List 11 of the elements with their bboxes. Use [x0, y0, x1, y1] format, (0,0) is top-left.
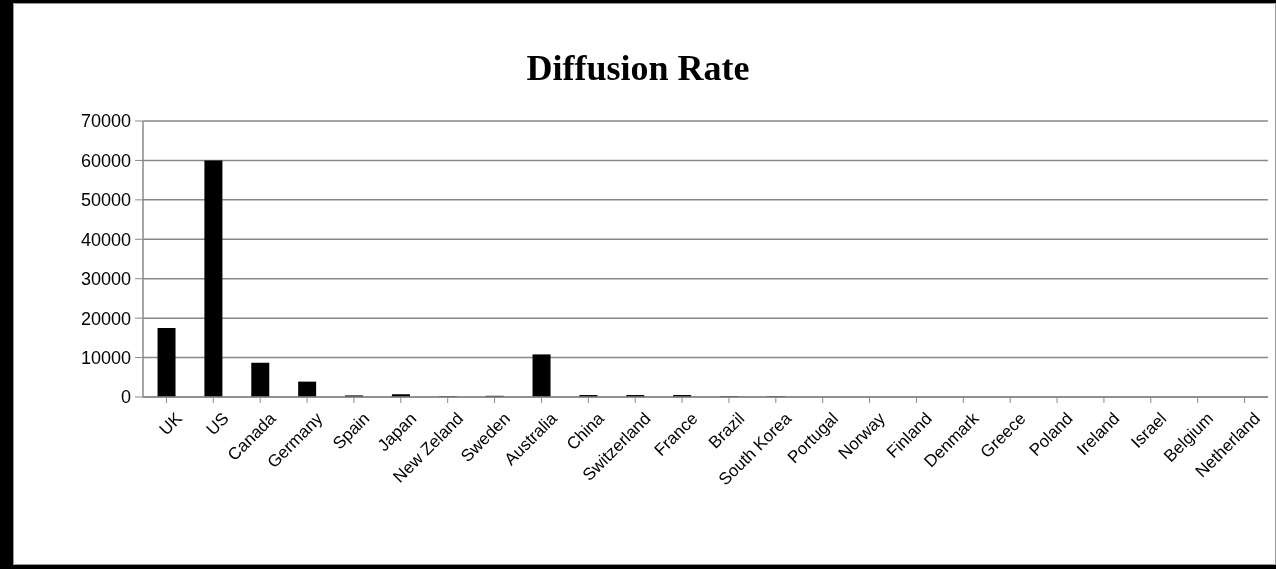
y-tick-label: 60000: [80, 150, 131, 171]
x-tick-label: UK: [155, 408, 187, 440]
chart-title: Diffusion Rate: [525, 47, 751, 89]
x-tick-label: US: [202, 408, 233, 440]
y-tick-label: 20000: [80, 308, 131, 329]
y-tick-label: 50000: [80, 190, 131, 211]
y-tick-label: 30000: [80, 269, 131, 290]
y-tick-label: 10000: [80, 347, 131, 368]
y-tick-label: 70000: [80, 111, 131, 132]
y-tick-label: 40000: [80, 229, 131, 250]
y-tick-label: 0: [120, 387, 131, 408]
